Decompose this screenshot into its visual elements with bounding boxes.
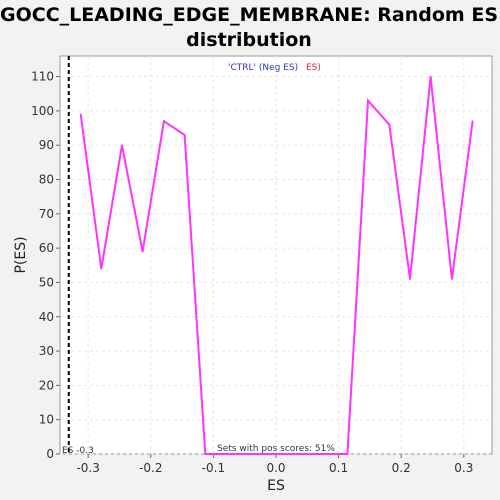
x-tick-label: -0.2 [139, 461, 162, 475]
data-point [471, 120, 474, 122]
x-tick-label: -0.1 [202, 461, 225, 475]
data-point [183, 134, 186, 136]
data-point [346, 453, 349, 455]
series-points [79, 75, 474, 455]
data-point [409, 278, 411, 280]
x-tick-label: 0.3 [454, 461, 473, 475]
x-tick-label: -0.3 [76, 461, 99, 475]
data-point [163, 120, 165, 122]
data-point [367, 99, 369, 102]
x-tick-label: 0.0 [266, 461, 285, 475]
data-point [429, 75, 432, 78]
y-axis-label: P(ES) [13, 236, 29, 273]
data-point [100, 267, 103, 270]
data-point [325, 453, 327, 455]
y-tick-label: 110 [31, 70, 54, 84]
y-tick-label: 20 [39, 378, 54, 392]
grid [60, 56, 492, 455]
annotation-left: ES -0.3 [62, 446, 94, 456]
chart-title-line1: GOCC_LEADING_EDGE_MEMBRANE: Random ES [0, 4, 498, 26]
y-tick-label: 80 [39, 173, 54, 187]
y-tick-label: 0 [46, 447, 54, 461]
data-point [388, 123, 391, 126]
x-tick-label: 0.2 [392, 461, 411, 475]
y-tick-label: 70 [39, 207, 54, 221]
y-tick-label: 50 [39, 275, 54, 289]
data-point [121, 144, 123, 147]
legend-pos-text: ES) [306, 63, 321, 73]
y-tick-label: 40 [39, 310, 54, 324]
chart-title-line2: distribution [186, 29, 312, 51]
x-tick-label: 0.1 [329, 461, 348, 475]
data-point [451, 278, 453, 280]
y-axis-ticks: 0 10 20 30 40 50 60 70 80 90 100 110 [31, 70, 60, 461]
annotation-bottom: Sets with pos scores: 51% [217, 444, 335, 454]
y-tick-label: 30 [39, 344, 54, 358]
x-axis-label: ES [267, 478, 285, 494]
y-tick-label: 60 [39, 241, 54, 255]
y-tick-label: 90 [39, 138, 54, 152]
data-point [304, 453, 307, 455]
x-axis-ticks: -0.3 -0.2 -0.1 0.0 0.1 0.2 0.3 [76, 454, 473, 475]
legend-ctrl-text: 'CTRL' (Neg ES) [228, 63, 298, 73]
data-point [141, 250, 144, 253]
data-point [79, 113, 82, 116]
data-point [225, 453, 227, 455]
y-tick-label: 100 [31, 104, 54, 118]
series-line [79, 76, 474, 455]
data-point [245, 453, 248, 455]
y-tick-label: 10 [39, 413, 54, 427]
data-point [204, 453, 207, 455]
